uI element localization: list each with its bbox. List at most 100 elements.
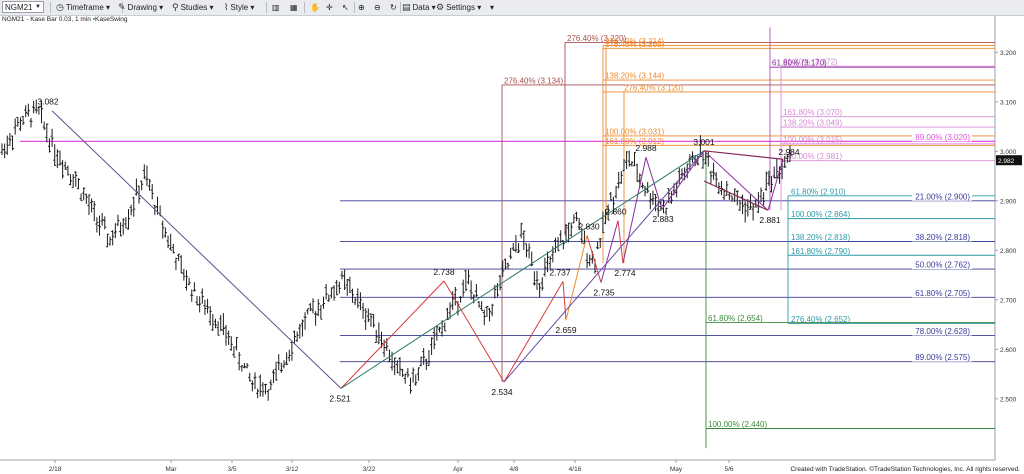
hand-icon[interactable]: ✋ <box>310 3 320 12</box>
y-tick-label: 2.800 <box>1000 248 1017 255</box>
toolbar-divider <box>400 2 401 13</box>
style-button[interactable]: ⌇ Style ▾ <box>224 2 255 12</box>
data-label: Data <box>412 3 430 12</box>
x-tick-label: 3/22 <box>363 466 376 473</box>
studies-button[interactable]: ⚲ Studies ▾ <box>172 2 214 12</box>
fib-label-bg <box>912 132 972 142</box>
studies-icon: ⚲ <box>172 2 179 12</box>
swing-wave-line <box>661 150 705 210</box>
fib-level-label: 276.40% (3.220) <box>567 34 626 43</box>
swing-point-label: 2.988 <box>635 143 657 153</box>
zoom-out-icon[interactable]: ⊖ <box>374 3 381 12</box>
y-tick-label: 3.000 <box>1000 149 1017 156</box>
toolbar-divider <box>122 2 123 13</box>
swing-point-label: 2.737 <box>549 267 571 277</box>
swing-point-label: 2.735 <box>593 287 615 297</box>
fib-level-label: 276.40% (3.214) <box>605 37 664 46</box>
y-tick-label: 3.200 <box>1000 50 1017 57</box>
swing-point-label: 2.881 <box>759 215 781 225</box>
toolbar-divider <box>266 2 267 13</box>
swing-wave-line <box>503 281 564 383</box>
swing-wave-line <box>586 235 602 283</box>
fib-level-label: 161.80% (3.012) <box>605 137 664 146</box>
x-tick-label: 5/6 <box>724 466 733 473</box>
swing-wave-line <box>703 150 769 211</box>
subtitle-study: KaseSwing <box>95 16 128 23</box>
fib-level-label: 38.20% (2.818) <box>915 233 970 242</box>
subtitle-bar-type: Kase Bar 0.03, 1 min <box>30 16 91 23</box>
swing-wave-line <box>562 281 567 321</box>
style-label: Style <box>230 3 249 12</box>
x-tick-label: 4/16 <box>569 466 582 473</box>
swing-point-label: 2.830 <box>578 221 600 231</box>
channel-line <box>340 150 705 389</box>
toolbar-divider <box>304 2 305 13</box>
swing-point-label: 2.883 <box>652 214 674 224</box>
y-tick-label: 2.600 <box>1000 347 1017 354</box>
settings-button[interactable]: ⚙ Settings ▾ <box>436 2 482 12</box>
fib-level-label: 138.20% (3.049) <box>783 119 842 128</box>
drawing-button[interactable]: ✎ Drawing ▾ <box>118 2 164 12</box>
bar-chart-icon[interactable]: ▥ <box>272 3 280 12</box>
swing-wave-line <box>340 280 445 389</box>
chart-subtitle: NGM21 - Kase Bar 0.03, 1 min ▪KaseSwing <box>2 16 128 23</box>
swing-wave-line <box>622 157 647 264</box>
fib-label-bg <box>912 232 972 242</box>
y-tick-label: 2.900 <box>1000 198 1017 205</box>
gear-icon: ⚙ <box>436 2 445 12</box>
data-button[interactable]: ▤ Data ▾ <box>402 2 436 12</box>
swing-point-label: 2.738 <box>433 267 455 277</box>
fib-level-label: 100.00% (3.015) <box>783 135 842 144</box>
refresh-icon[interactable]: ↻ <box>390 3 397 12</box>
price-chart[interactable]: 3.200 3.100 3.000 2.900 2.800 2.700 2.600 2.500… <box>0 16 1024 474</box>
fib-level-label: 61.80% (2.705) <box>915 289 970 298</box>
x-tick-label: 4/8 <box>509 466 518 473</box>
chevron-down-icon[interactable]: ▾ <box>490 3 495 12</box>
fib-level-label: 21.00% (2.900) <box>915 192 970 201</box>
fib-level-label: 61.80% (2.654) <box>708 314 763 323</box>
swing-point-label: 2.521 <box>329 393 351 403</box>
x-tick-label: May <box>670 466 683 473</box>
timeframe-button[interactable]: ◷ Timeframe ▾ <box>56 2 111 12</box>
fib-level-label: 89.00% (3.020) <box>915 133 970 142</box>
swing-point-label: 3.082 <box>37 97 59 107</box>
fib-level-label: 100.00% (2.981) <box>783 152 842 161</box>
channel-line <box>503 150 705 383</box>
toolbar-divider <box>354 2 355 13</box>
fib-level-label: 161.80% (3.070) <box>783 108 842 117</box>
credit-text: Created with TradeStation. ©TradeStation… <box>790 466 1020 473</box>
toolbar: NGM21 ▼ ◷ Timeframe ▾ ✎ Drawing ▾ ⚲ Studies… <box>0 0 1024 16</box>
y-tick-label: 2.500 <box>1000 396 1017 403</box>
symbol-selector[interactable]: NGM21 ▼ <box>2 1 44 13</box>
fib-label-bg <box>912 326 972 336</box>
fib-level-label: 100.00% (3.031) <box>605 127 664 136</box>
last-price-marker <box>996 155 1022 166</box>
studies-label: Studies <box>180 3 208 12</box>
crosshair-icon[interactable]: ✛ <box>326 3 333 12</box>
cursor-icon[interactable]: ↖ <box>342 3 349 12</box>
fib-level-label: 138.20% (3.144) <box>605 72 664 81</box>
fib-level-label: 61.80% (3.170) <box>772 59 827 68</box>
x-tick-label: 2/18 <box>49 466 62 473</box>
subtitle-symbol: NGM21 <box>2 16 25 23</box>
toolbar-divider <box>50 2 51 13</box>
swing-wave-line <box>51 110 342 389</box>
fib-label-bg <box>912 260 972 270</box>
x-tick-label: 3/12 <box>286 466 299 473</box>
swing-wave-line <box>600 220 619 283</box>
fib-label-bg <box>912 288 972 298</box>
zoom-in-icon[interactable]: ⊕ <box>358 3 365 12</box>
x-tick-label: 3/5 <box>227 466 236 473</box>
fib-level-label: 78.00% (2.628) <box>915 327 970 336</box>
fib-level-label: 138.20% (2.818) <box>791 233 850 242</box>
settings-label: Settings <box>446 3 475 12</box>
drawing-label: Drawing <box>127 3 157 12</box>
fib-level-label: 50.00% (2.762) <box>915 261 970 270</box>
grid-icon[interactable]: ▦ <box>290 3 298 12</box>
swing-point-label: 2.534 <box>491 387 513 397</box>
fib-level-label: 161.80% (2.790) <box>791 247 850 256</box>
fib-level-label: 100.00% (2.440) <box>708 420 767 429</box>
pencil-icon: ✎ <box>118 2 126 12</box>
database-icon: ▤ <box>402 2 411 12</box>
style-icon: ⌇ <box>224 2 229 12</box>
